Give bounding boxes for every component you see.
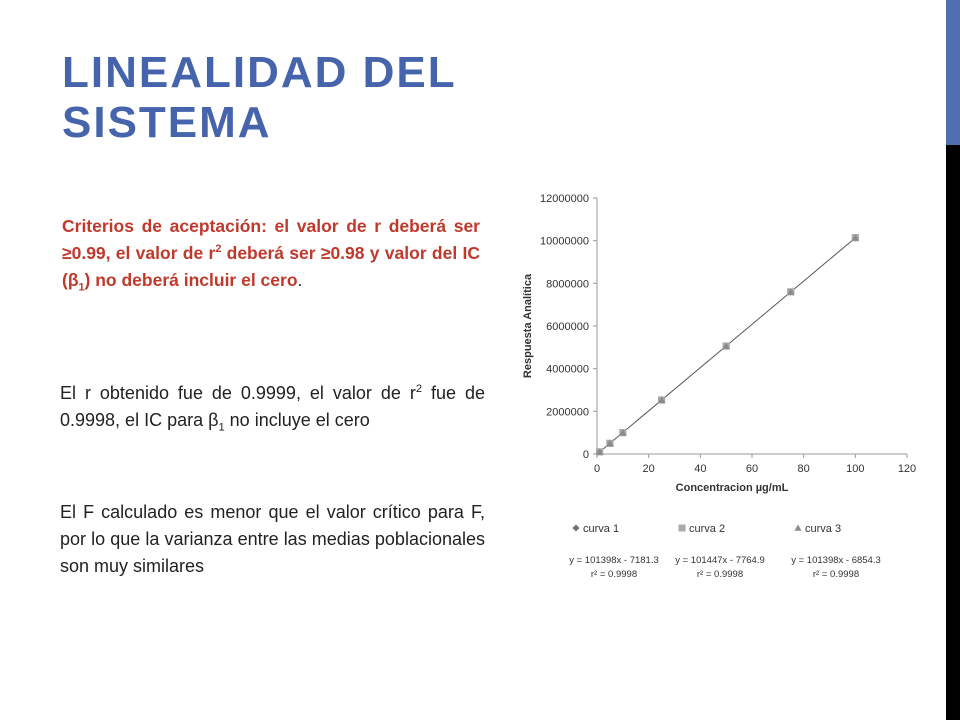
criteria-sup: 2 [215, 243, 222, 256]
x-tick-label: 80 [798, 463, 810, 475]
data-point-triangle [595, 448, 604, 455]
result-text-2: fue de 0.9998, el IC para β [60, 383, 486, 430]
y-tick-label: 0 [583, 449, 589, 461]
title-line-1: LINEALIDAD DEL [62, 48, 457, 97]
linearity-chart: 0 2000000 4000000 6000000 8000000 10000000 120… [522, 193, 916, 580]
acceptance-criteria: Criterios de aceptación: el valor de r d… [62, 213, 480, 294]
axes: 0 2000000 4000000 6000000 8000000 10000000 120… [522, 193, 916, 494]
legend-marker-square [678, 524, 686, 532]
result-paragraph: El r obtenido fue de 0.9999, el valor de… [60, 380, 485, 434]
result-text-3: no incluye el cero [224, 410, 370, 430]
x-tick-label: 20 [643, 463, 655, 475]
legend-marker-diamond [572, 524, 580, 532]
criteria-tail: . [297, 270, 303, 290]
data-point-triangle [619, 429, 627, 436]
legend-label: curva 3 [805, 523, 841, 535]
result-text-1: El r obtenido fue de 0.9999, el valor de… [60, 383, 416, 403]
data-point-triangle [787, 288, 795, 295]
legend-label: curva 2 [689, 523, 725, 535]
criteria-text-1: Criterios de aceptación: el valor de r d… [62, 216, 480, 263]
legend: curva 1 y = 101398x - 7181.3 r² = 0.9998 cu… [569, 523, 881, 580]
criteria-text-3: ) no deberá incluir el cero [84, 270, 298, 290]
x-tick-label: 40 [694, 463, 706, 475]
x-axis-title: Concentracion µg/mL [676, 482, 789, 494]
y-tick-label: 2000000 [546, 406, 589, 418]
legend-r2: r² = 0.9998 [813, 569, 859, 580]
side-bar [946, 145, 960, 720]
f-test-paragraph: El F calculado es menor que el valor crí… [60, 502, 485, 576]
y-axis-title: Respuesta Analítica [522, 273, 534, 378]
legend-marker-triangle [794, 524, 802, 531]
result-sub: 1 [218, 421, 225, 434]
x-tick-label: 120 [898, 463, 916, 475]
criteria-sub: 1 [78, 281, 85, 294]
y-tick-label: 12000000 [540, 193, 589, 205]
legend-r2: r² = 0.9998 [591, 569, 637, 580]
data-point-triangle [606, 439, 614, 447]
result-sup: 2 [415, 383, 423, 395]
data-point-triangle [657, 396, 666, 403]
y-tick-label: 6000000 [546, 321, 589, 333]
slide-title: LINEALIDAD DEL SISTEMA [62, 48, 532, 148]
legend-r2: r² = 0.9998 [697, 569, 743, 580]
x-tick-label: 100 [846, 463, 864, 475]
legend-equation: y = 101398x - 7181.3 [569, 555, 659, 566]
y-tick-label: 4000000 [546, 364, 589, 376]
y-tick-label: 8000000 [546, 278, 589, 290]
legend-equation: y = 101447x - 7764.9 [675, 555, 765, 566]
data-point-triangle [722, 342, 730, 349]
data-point-triangle [851, 234, 859, 241]
x-tick-label: 0 [594, 463, 600, 475]
legend-equation: y = 101398x - 6854.3 [791, 555, 881, 566]
x-tick-label: 60 [746, 463, 758, 475]
title-line-2: SISTEMA [62, 98, 272, 147]
points-layer [595, 234, 859, 456]
legend-label: curva 1 [583, 523, 619, 535]
y-tick-label: 10000000 [540, 236, 589, 248]
accent-bar [946, 0, 960, 145]
criteria-text-2: deberá ser ≥0.98 y valor del IC (β [62, 243, 480, 290]
